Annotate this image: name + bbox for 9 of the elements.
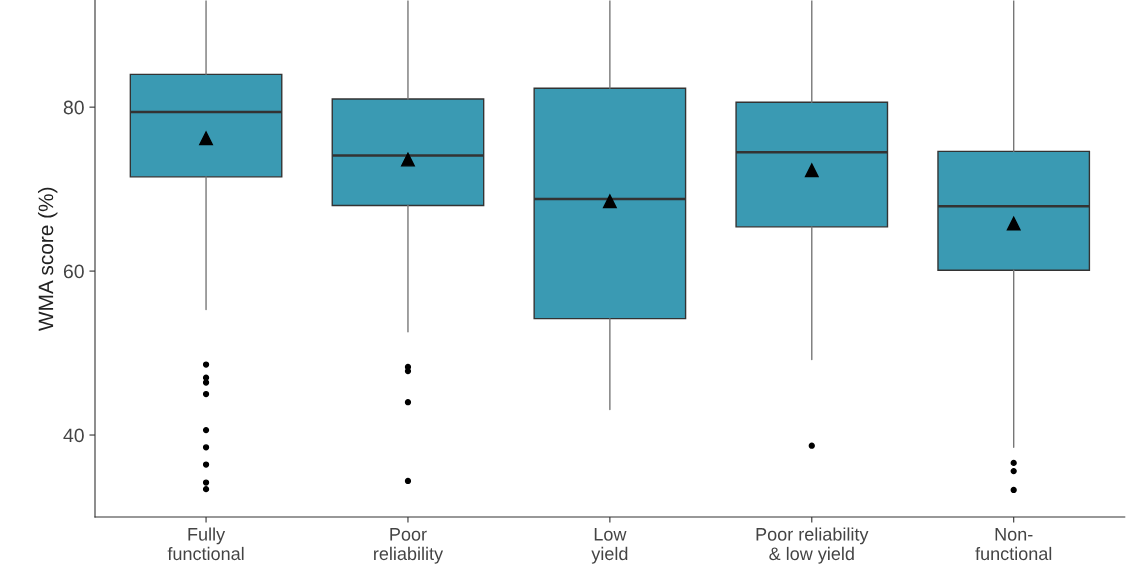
x-tick-label: Fully functional: [167, 527, 244, 561]
y-axis-title: WMA score (%): [37, 187, 58, 332]
x-tick-label: Poor reliability: [374, 528, 444, 564]
x-tick-label: Low yield: [591, 528, 628, 564]
y-tick-label: 40: [63, 428, 84, 443]
y-tick-label: 60: [63, 264, 84, 279]
y-tick-label: 80: [63, 100, 84, 115]
x-tick-label: Non- functional: [975, 528, 1052, 561]
x-tick-label: Poor reliability & low yield: [756, 527, 869, 564]
